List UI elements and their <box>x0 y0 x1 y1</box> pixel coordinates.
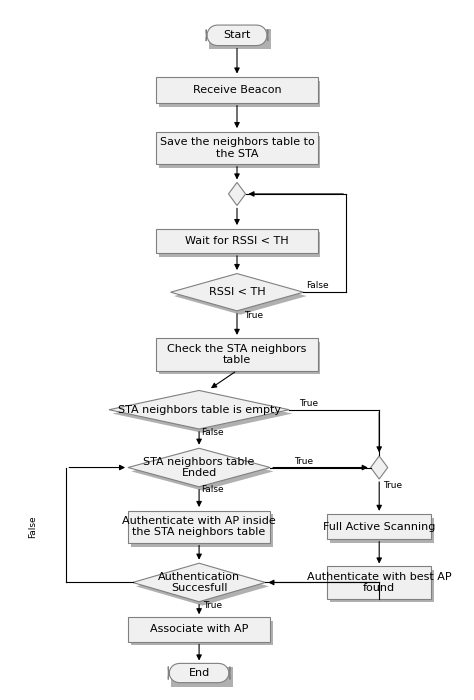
Text: Associate with AP: Associate with AP <box>150 624 248 634</box>
Text: Authenticate with AP inside
the STA neighbors table: Authenticate with AP inside the STA neig… <box>122 516 276 538</box>
Polygon shape <box>174 277 307 315</box>
FancyBboxPatch shape <box>209 29 271 50</box>
Text: Receive Beacon: Receive Beacon <box>193 85 281 95</box>
FancyBboxPatch shape <box>128 617 270 642</box>
Text: Authenticate with best AP
found: Authenticate with best AP found <box>307 572 452 594</box>
Text: Start: Start <box>223 30 251 41</box>
FancyBboxPatch shape <box>128 510 270 542</box>
FancyBboxPatch shape <box>330 518 434 542</box>
Text: True: True <box>383 481 402 490</box>
Polygon shape <box>171 274 303 311</box>
Polygon shape <box>133 564 265 602</box>
Text: STA neighbors table
Ended: STA neighbors table Ended <box>144 456 255 478</box>
Text: True: True <box>299 399 318 408</box>
Polygon shape <box>131 452 273 491</box>
Polygon shape <box>112 394 292 433</box>
FancyBboxPatch shape <box>330 570 434 603</box>
Text: Full Active Scanning: Full Active Scanning <box>323 522 436 531</box>
Text: End: End <box>189 668 210 678</box>
Text: RSSI < TH: RSSI < TH <box>209 287 265 298</box>
Polygon shape <box>128 448 270 486</box>
FancyBboxPatch shape <box>131 514 273 547</box>
Polygon shape <box>228 183 246 206</box>
FancyBboxPatch shape <box>206 25 268 46</box>
Polygon shape <box>109 391 289 429</box>
FancyBboxPatch shape <box>156 77 318 103</box>
Text: True: True <box>203 601 222 610</box>
Text: False: False <box>201 428 224 438</box>
FancyBboxPatch shape <box>131 621 273 645</box>
FancyBboxPatch shape <box>159 81 320 106</box>
FancyBboxPatch shape <box>159 342 320 375</box>
FancyBboxPatch shape <box>327 514 431 539</box>
FancyBboxPatch shape <box>171 667 233 687</box>
Text: Wait for RSSI < TH: Wait for RSSI < TH <box>185 236 289 246</box>
FancyBboxPatch shape <box>327 566 431 598</box>
Polygon shape <box>371 456 388 479</box>
FancyBboxPatch shape <box>159 136 320 167</box>
Text: Check the STA neighbors
table: Check the STA neighbors table <box>167 344 307 365</box>
Text: True: True <box>244 311 263 320</box>
Text: Authentication
Succesfull: Authentication Succesfull <box>158 572 240 594</box>
Text: False: False <box>201 485 224 494</box>
FancyBboxPatch shape <box>156 338 318 370</box>
Text: True: True <box>294 456 313 466</box>
Polygon shape <box>136 567 269 606</box>
Text: STA neighbors table is empty: STA neighbors table is empty <box>118 405 281 414</box>
Text: Save the neighbors table to
the STA: Save the neighbors table to the STA <box>160 137 314 158</box>
Text: False: False <box>28 515 37 538</box>
FancyBboxPatch shape <box>168 664 230 682</box>
Text: False: False <box>306 281 328 290</box>
FancyBboxPatch shape <box>156 229 318 253</box>
FancyBboxPatch shape <box>159 232 320 257</box>
FancyBboxPatch shape <box>156 132 318 164</box>
